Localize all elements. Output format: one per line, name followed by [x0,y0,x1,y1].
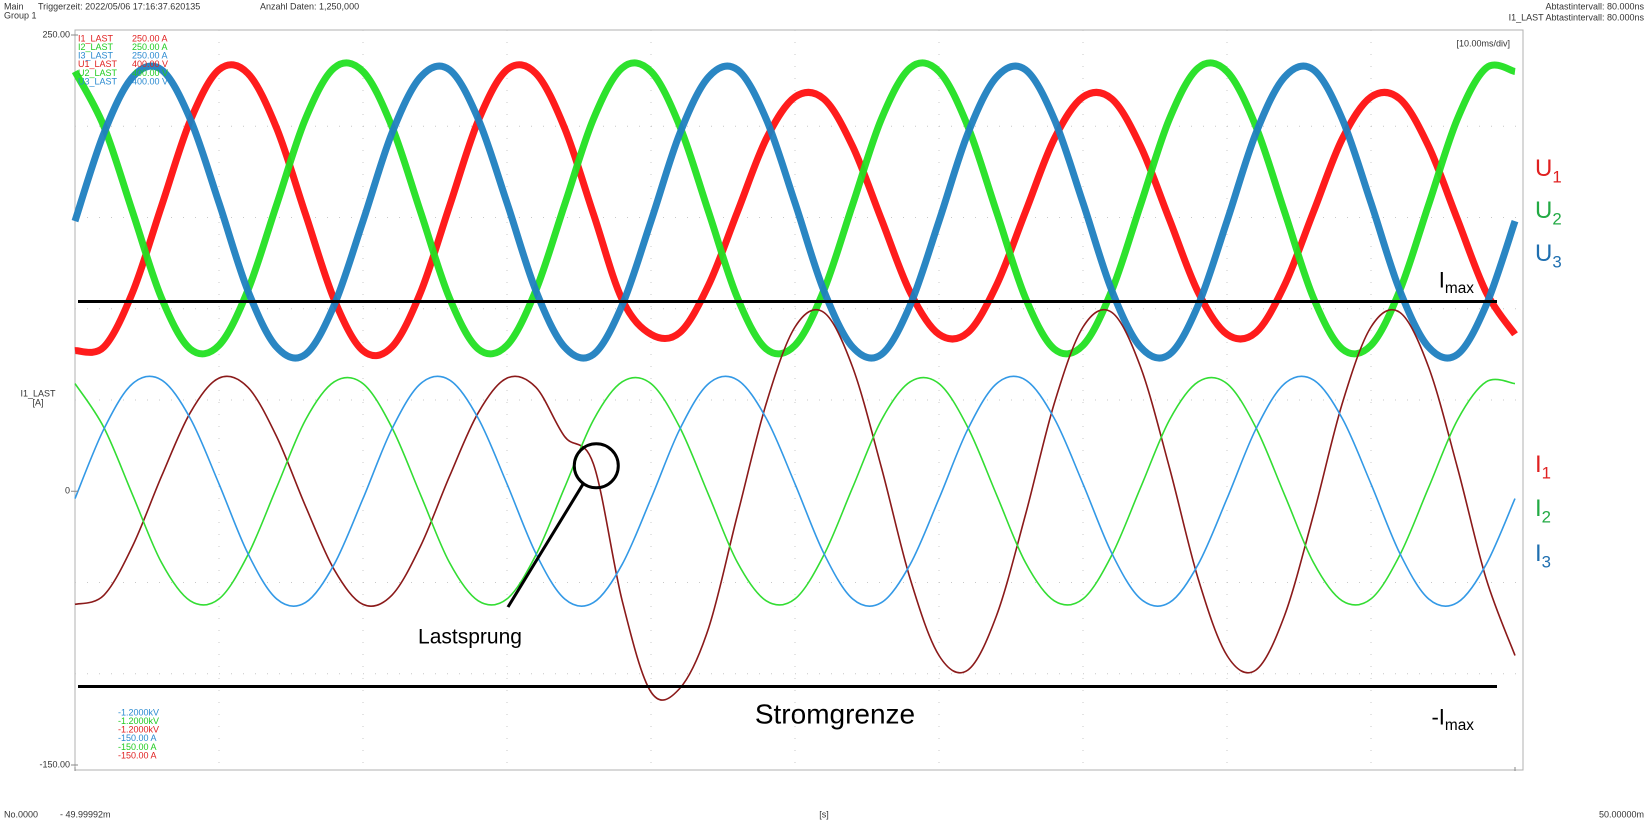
header-count: Anzahl Daten: 1,250,000 [260,1,359,11]
x-tick-label: 50.00000m [1599,809,1644,819]
scale-label: -150.00 A [118,750,157,760]
side-label-sub: 3 [1552,253,1561,272]
side-label-sub: 1 [1552,168,1561,187]
y-tick-label: -150.00 [39,759,70,769]
side-label-sub: 2 [1542,508,1551,527]
side-label-main: I [1535,495,1542,522]
chart: Main Group 1 Triggerzeit: 2022/05/06 17:… [0,0,1648,823]
annotation-text: Stromgrenze [755,698,915,729]
annotation-text: Lastsprung [418,626,522,649]
x-tick-label: - 49.99992m [60,809,111,819]
side-label-main: U [1535,240,1552,267]
side-label-sub: 2 [1552,210,1561,229]
plot-frame [75,30,1523,770]
record-no: No.0000 [4,809,38,819]
y-tick-label: 0 [65,486,70,496]
side-label-main: U [1535,155,1552,182]
side-label-main: I [1535,540,1542,567]
limit-label-sub: max [1445,717,1474,734]
page: {"chart_data": { "type": "line", "header… [0,0,1648,823]
x-unit: [s] [819,809,829,819]
limit-label-sub: max [1445,280,1474,297]
limit-label-main: -I [1431,704,1444,729]
y-unit: [A] [32,397,43,407]
side-label-sub: 3 [1542,553,1551,572]
legend-name: U3_LAST [78,76,118,86]
y-tick-label: 250.00 [42,29,70,39]
side-label-sub: 1 [1542,464,1551,483]
header-interval: Abtastintervall: 80.000ns [1545,1,1644,11]
side-label-main: I [1535,451,1542,478]
header-trigger: Triggerzeit: 2022/05/06 17:16:37.620135 [38,1,200,11]
header-group: Group 1 [4,10,37,20]
legend-scale: 400.00 V [132,76,168,86]
time-div: [10.00ms/div] [1456,38,1510,48]
side-label-main: U [1535,197,1552,224]
header-channel-interval: I1_LAST Abtastintervall: 80.000ns [1509,12,1645,22]
